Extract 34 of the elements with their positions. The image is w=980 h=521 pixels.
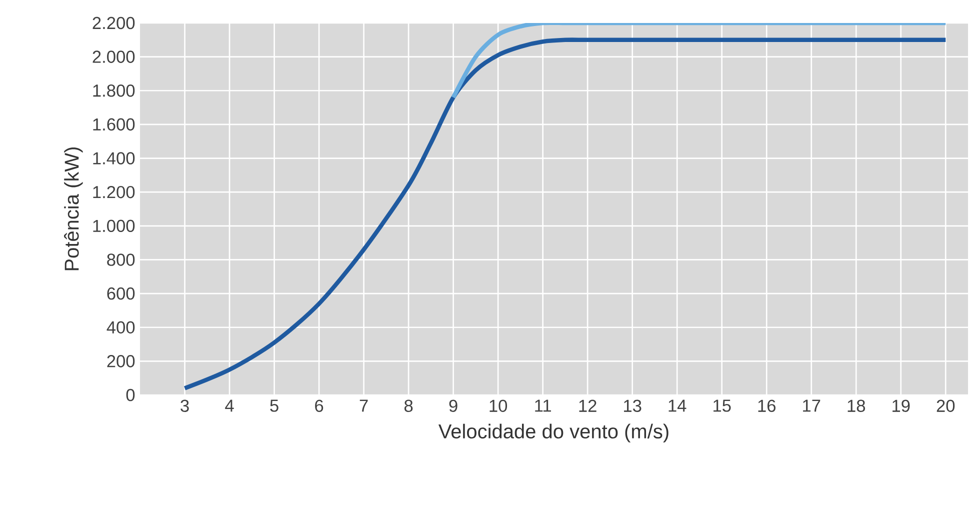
x-tick-label: 6 [315, 400, 324, 412]
x-tick-label: 14 [668, 400, 686, 412]
y-tick-label: 1.800 [93, 84, 135, 97]
x-tick-label: 9 [449, 400, 458, 412]
x-tick-label: 5 [270, 400, 278, 412]
y-tick-label: 200 [107, 355, 135, 368]
y-tick-label: 2.200 [92, 16, 135, 30]
line-series [182, 38, 948, 390]
x-tick-label: 17 [803, 400, 820, 412]
x-tick-label: 15 [714, 400, 731, 412]
y-tick-label: 400 [106, 321, 135, 334]
x-tick-label: 18 [848, 400, 866, 412]
y-tick-label: 1.000 [93, 220, 135, 232]
y-tick-label: 1.200 [93, 186, 135, 198]
x-tick-label: 7 [360, 400, 368, 412]
y-axis-title: Potência (kW) [64, 147, 83, 270]
y-tick-label: 0 [126, 388, 135, 402]
x-tick-label: 12 [579, 400, 596, 412]
x-tick-label: 4 [225, 400, 234, 412]
line-series [451, 22, 948, 100]
y-tick-label: 1.400 [93, 152, 135, 164]
x-tick-label: 20 [936, 400, 955, 412]
x-tick-label: 3 [180, 400, 189, 412]
x-tick-label: 16 [758, 400, 776, 412]
y-tick-label: 600 [107, 287, 135, 300]
x-tick-label: 11 [535, 400, 551, 412]
x-tick-label: 10 [490, 400, 508, 412]
y-tick-label: 2.000 [92, 50, 135, 63]
x-tick-label: 19 [892, 400, 910, 412]
x-axis-title: Velocidade do vento (m/s) [438, 424, 668, 442]
x-tick-label: 13 [624, 400, 642, 412]
y-tick-label: 800 [107, 254, 135, 266]
y-tick-label: 1.600 [93, 118, 135, 131]
x-tick-label: 8 [404, 400, 413, 412]
